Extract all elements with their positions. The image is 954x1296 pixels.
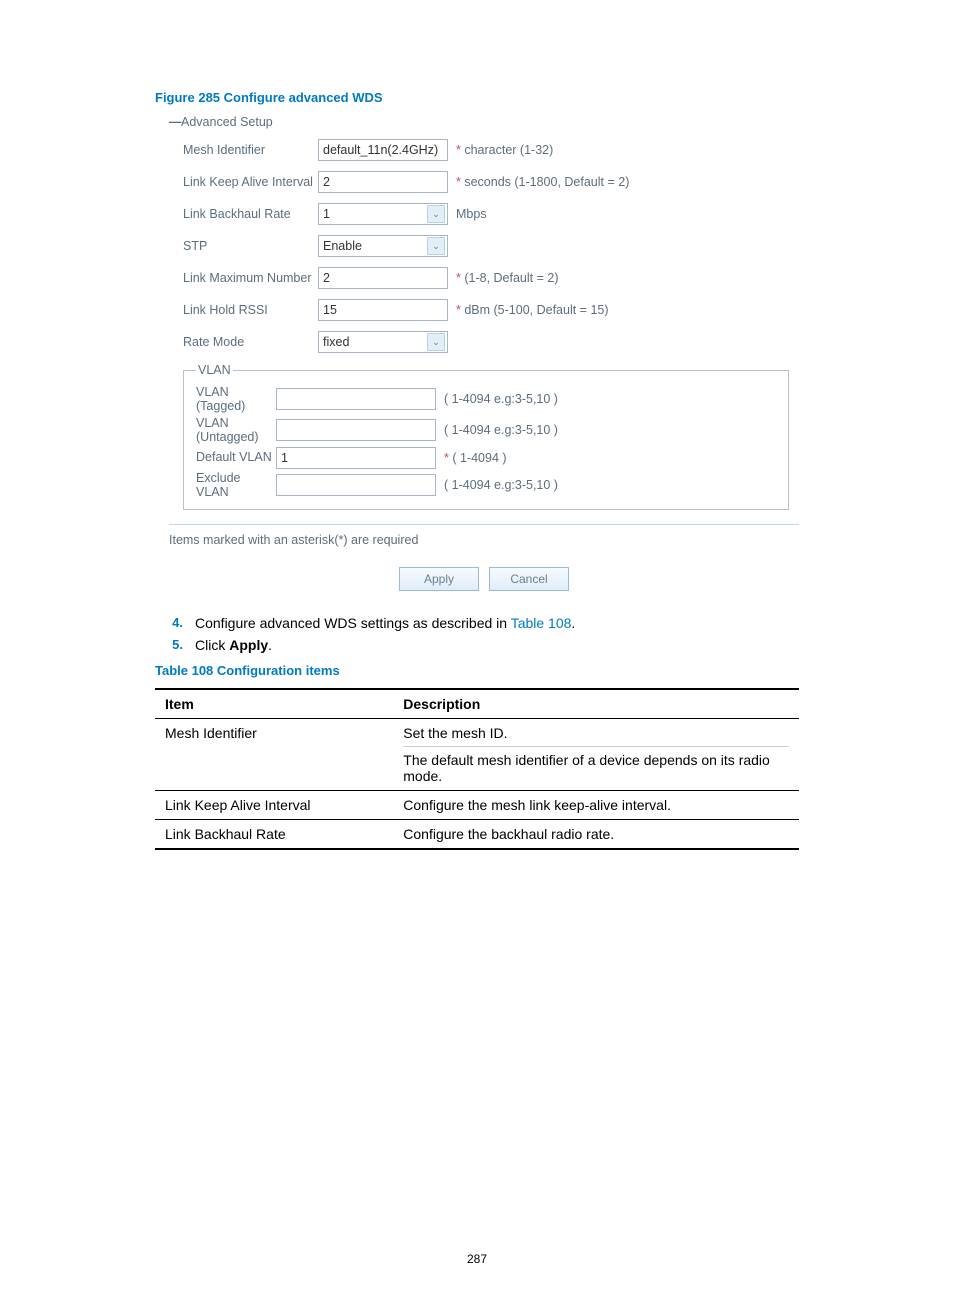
step-number: 5.: [155, 637, 195, 653]
config-table: Item Description Mesh Identifier Set the…: [155, 688, 799, 850]
item-cell: Link Keep Alive Interval: [155, 791, 393, 820]
step-text-post: .: [268, 637, 272, 653]
cancel-button[interactable]: Cancel: [489, 567, 569, 591]
vlan-default-label: Default VLAN: [196, 450, 276, 464]
stp-label: STP: [183, 239, 318, 253]
step-number: 4.: [155, 615, 195, 631]
step-list: 4. Configure advanced WDS settings as de…: [155, 615, 799, 653]
col-desc-header: Description: [393, 689, 799, 719]
hold-rssi-label: Link Hold RSSI: [183, 303, 318, 317]
step-4: 4. Configure advanced WDS settings as de…: [155, 615, 799, 631]
max-link-hint: * (1-8, Default = 2): [456, 271, 558, 285]
chevron-down-icon: ⌄: [427, 237, 445, 255]
stp-select[interactable]: Enable ⌄: [318, 235, 448, 257]
chevron-down-icon: ⌄: [427, 333, 445, 351]
max-link-input[interactable]: [318, 267, 448, 289]
figure-caption: Figure 285 Configure advanced WDS: [155, 90, 799, 105]
rate-mode-value: fixed: [323, 335, 349, 349]
hold-rssi-hint: * dBm (5-100, Default = 15): [456, 303, 609, 317]
desc-line: Set the mesh ID.: [403, 725, 789, 741]
apply-button[interactable]: Apply: [399, 567, 479, 591]
vlan-untagged-label: VLAN (Untagged): [196, 416, 276, 445]
vlan-exclude-hint: ( 1-4094 e.g:3-5,10 ): [444, 478, 558, 492]
hold-rssi-input[interactable]: [318, 299, 448, 321]
step-5: 5. Click Apply.: [155, 637, 799, 653]
collapse-icon[interactable]: —: [169, 115, 179, 129]
vlan-tagged-hint: ( 1-4094 e.g:3-5,10 ): [444, 392, 558, 406]
vlan-exclude-label: Exclude VLAN: [196, 471, 276, 500]
vlan-tagged-label: VLAN (Tagged): [196, 385, 276, 414]
divider: [169, 524, 799, 525]
vlan-exclude-input[interactable]: [276, 474, 436, 496]
vlan-untagged-input[interactable]: [276, 419, 436, 441]
item-cell: Mesh Identifier: [155, 719, 393, 791]
vlan-fieldset: VLAN VLAN (Tagged) ( 1-4094 e.g:3-5,10 )…: [183, 363, 789, 510]
inner-divider: [403, 746, 789, 747]
vlan-default-hint: * ( 1-4094 ): [444, 451, 507, 465]
advanced-setup-header[interactable]: —Advanced Setup: [169, 115, 799, 129]
col-item-header: Item: [155, 689, 393, 719]
backhaul-label: Link Backhaul Rate: [183, 207, 318, 221]
advanced-setup-title: Advanced Setup: [181, 115, 273, 129]
rate-mode-label: Rate Mode: [183, 335, 318, 349]
step-text-post: .: [571, 615, 575, 631]
mesh-identifier-hint: * character (1-32): [456, 143, 553, 157]
keep-alive-input[interactable]: [318, 171, 448, 193]
item-cell: Link Backhaul Rate: [155, 820, 393, 850]
max-link-label: Link Maximum Number: [183, 271, 318, 285]
backhaul-value: 1: [323, 207, 330, 221]
stp-value: Enable: [323, 239, 362, 253]
table-row: Link Backhaul Rate Configure the backhau…: [155, 820, 799, 850]
step-bold: Apply: [229, 637, 268, 653]
backhaul-select[interactable]: 1 ⌄: [318, 203, 448, 225]
screenshot-region: —Advanced Setup Mesh Identifier * charac…: [155, 115, 799, 591]
desc-cell: Configure the backhaul radio rate.: [393, 820, 799, 850]
mesh-identifier-input[interactable]: [318, 139, 448, 161]
table-row: Mesh Identifier Set the mesh ID. The def…: [155, 719, 799, 791]
table-row: Link Keep Alive Interval Configure the m…: [155, 791, 799, 820]
desc-cell: Set the mesh ID. The default mesh identi…: [393, 719, 799, 791]
step-text: Click: [195, 637, 229, 653]
chevron-down-icon: ⌄: [427, 205, 445, 223]
page-number: 287: [0, 1252, 954, 1266]
required-note: Items marked with an asterisk(*) are req…: [169, 533, 799, 547]
table-link[interactable]: Table 108: [511, 615, 572, 631]
vlan-untagged-hint: ( 1-4094 e.g:3-5,10 ): [444, 423, 558, 437]
desc-cell: Configure the mesh link keep-alive inter…: [393, 791, 799, 820]
step-text: Configure advanced WDS settings as descr…: [195, 615, 511, 631]
mesh-identifier-label: Mesh Identifier: [183, 143, 318, 157]
desc-line: The default mesh identifier of a device …: [403, 752, 789, 784]
vlan-default-input[interactable]: [276, 447, 436, 469]
vlan-legend: VLAN: [196, 363, 233, 377]
table-caption: Table 108 Configuration items: [155, 663, 799, 678]
backhaul-unit: Mbps: [456, 207, 487, 221]
keep-alive-label: Link Keep Alive Interval: [183, 175, 318, 189]
keep-alive-hint: * seconds (1-1800, Default = 2): [456, 175, 629, 189]
vlan-tagged-input[interactable]: [276, 388, 436, 410]
rate-mode-select[interactable]: fixed ⌄: [318, 331, 448, 353]
